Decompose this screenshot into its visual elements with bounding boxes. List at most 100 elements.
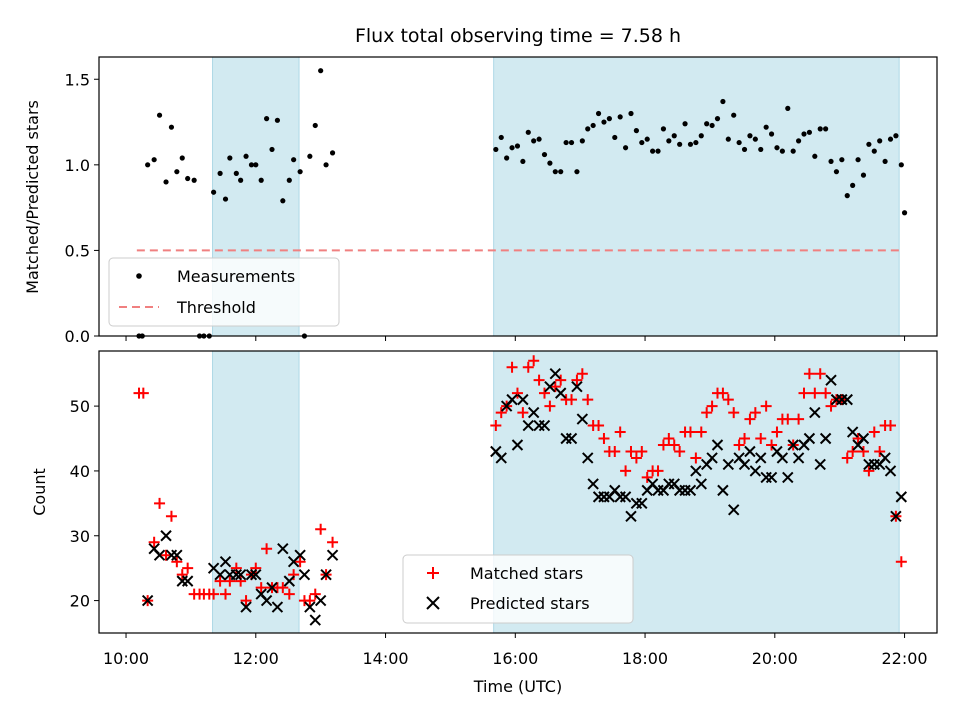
measurement-point [493,146,499,153]
predicted-star-point [549,367,562,380]
matched-star-point [847,445,859,457]
matched-star-point [549,381,561,393]
predicted-star-point [782,471,794,484]
bottom-y-tick-label: 20 [70,592,90,611]
measurement-point [698,133,704,139]
legend-matched-marker [427,567,439,579]
matched-star-point [490,420,502,432]
measurement-point [323,162,329,168]
measurement-point [601,119,607,125]
matched-star-point [695,426,707,438]
x-axis-label: Time (UTC) [473,677,562,696]
measurement-point [628,110,634,117]
matched-star-point [895,556,907,568]
predicted-star-point [565,432,578,445]
matched-star-point [841,452,853,464]
matched-star-point [739,433,751,445]
measurement-point [297,169,303,175]
predicted-star-point [517,393,529,406]
matched-star-point [309,588,321,600]
measurement-point [709,122,715,129]
measurement-point [763,124,769,130]
predicted-star-point [879,452,891,464]
predicted-star-point [171,549,183,561]
measurement-point [633,128,640,134]
measurement-point [191,177,197,183]
x-tick-label: 14:00 [362,649,408,668]
top-legend: Measurements Threshold [108,257,340,327]
measurement-point [801,131,807,137]
measurement-point [812,153,818,159]
matched-star-point [641,471,653,483]
matched-star-point [863,465,875,477]
matched-stars-points [133,355,907,607]
legend-measurements-label: Measurements [177,267,295,286]
measurement-point [839,157,845,163]
matched-star-point [771,426,783,438]
measurement-point [655,148,661,154]
measurement-point [547,160,553,166]
matched-star-point [868,426,880,438]
measurement-point [877,138,883,144]
measurement-point [606,116,612,122]
top-shaded-regions [212,56,900,337]
matched-star-point [701,407,713,419]
measurement-point [312,122,318,129]
measurement-point [887,136,894,142]
predicted-star-point [326,549,339,561]
measurement-point [687,141,694,147]
predicted-star-point [283,575,296,587]
predicted-star-point [294,549,306,561]
measurement-point [156,112,163,118]
predicted-stars-points [141,367,908,626]
matched-star-point [255,582,267,594]
measurement-point [253,162,259,168]
measurement-point [844,193,850,199]
measurement-point [520,158,526,165]
predicted-star-point [695,478,707,490]
matched-star-point [620,465,632,477]
measurement-point [552,169,558,175]
measurement-point [682,121,688,127]
predicted-star-point [320,568,332,581]
measurement-point [286,177,292,183]
measurement-point [514,143,521,149]
matched-star-point [766,439,778,451]
matched-star-point [148,536,160,548]
matched-star-point [728,407,740,419]
matched-star-point [154,497,166,509]
measurement-point [779,148,785,154]
matched-star-point [277,582,289,594]
bottom-y-tick-label: 50 [70,397,90,416]
matched-star-point [820,387,832,399]
matched-star-point [495,407,507,419]
matched-star-point [533,374,545,386]
predicted-star-point [219,555,232,568]
matched-star-point [593,420,605,432]
x-tick-label: 12:00 [233,649,279,668]
predicted-star-point [809,406,821,419]
measurement-point [693,139,699,146]
matched-star-point [755,433,767,445]
predicted-star-point [857,432,870,445]
matched-star-point [544,400,556,412]
predicted-star-point [814,458,826,471]
predicted-star-point [277,543,289,555]
top-y-tick-label: 0.5 [65,241,90,260]
predicted-star-point [298,568,311,581]
measurement-point [901,210,908,216]
top-y-tick-label: 1.5 [65,70,90,89]
bottom-legend-box [402,554,634,624]
measurement-point [747,133,753,139]
predicted-star-point [230,568,243,581]
predicted-star-point [576,413,589,425]
matched-star-point [506,361,518,373]
matched-star-point [214,575,226,587]
predicted-star-point [706,452,718,464]
measurement-point [541,151,548,158]
x-tick-label: 22:00 [882,649,928,668]
matched-star-point [304,595,316,607]
predicted-star-point [260,594,273,607]
measurement-point [871,148,877,154]
matched-star-point [684,426,696,438]
